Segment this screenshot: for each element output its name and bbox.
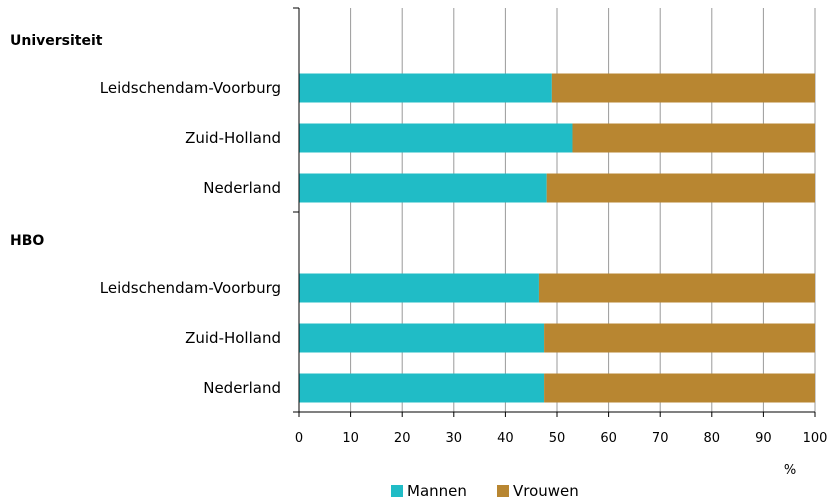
category-label: Nederland	[203, 179, 281, 197]
axes	[293, 7, 816, 417]
category-label: Zuid-Holland	[185, 129, 281, 147]
group-label: Universiteit	[10, 33, 103, 49]
x-tick-label: 60	[600, 431, 617, 446]
legend-label-vrouwen: Vrouwen	[513, 482, 579, 499]
x-tick-label: 30	[446, 431, 463, 446]
x-tick-label: 70	[652, 431, 669, 446]
x-unit-label: %	[784, 463, 796, 478]
legend-swatch-vrouwen	[497, 485, 509, 497]
category-label: Leidschendam-Voorburg	[100, 279, 281, 297]
x-tick-label: 10	[342, 431, 359, 446]
bar-segment-vrouwen	[572, 123, 815, 153]
x-tick-label: 90	[755, 431, 772, 446]
x-tick-label: 80	[704, 431, 721, 446]
bars	[299, 73, 815, 403]
x-tick-label: 20	[394, 431, 411, 446]
legend-label-mannen: Mannen	[407, 482, 467, 499]
legend-swatch-mannen	[391, 485, 403, 497]
x-tick-label: 40	[497, 431, 514, 446]
bar-segment-mannen	[299, 73, 552, 103]
x-tick-label: 50	[549, 431, 566, 446]
x-tick-label: 0	[295, 431, 303, 446]
category-label: Zuid-Holland	[185, 329, 281, 347]
x-tick-labels: 0 10 20 30 40 50 60 70 80 90 100	[295, 431, 828, 446]
bar-segment-vrouwen	[551, 73, 815, 103]
bar-segment-vrouwen	[546, 173, 815, 203]
bar-segment-vrouwen	[544, 323, 815, 353]
legend: Mannen Vrouwen	[391, 482, 579, 499]
bar-segment-mannen	[299, 123, 573, 153]
x-tick-label: 100	[803, 431, 828, 446]
category-label: Nederland	[203, 379, 281, 397]
category-labels: Universiteit Leidschendam-Voorburg Zuid-Ho…	[10, 33, 281, 397]
bar-segment-vrouwen	[538, 273, 815, 303]
bar-segment-mannen	[299, 273, 539, 303]
bar-segment-vrouwen	[544, 373, 815, 403]
bar-segment-mannen	[299, 173, 547, 203]
group-label: HBO	[10, 233, 44, 249]
bar-segment-mannen	[299, 373, 545, 403]
category-label: Leidschendam-Voorburg	[100, 79, 281, 97]
bar-segment-mannen	[299, 323, 545, 353]
